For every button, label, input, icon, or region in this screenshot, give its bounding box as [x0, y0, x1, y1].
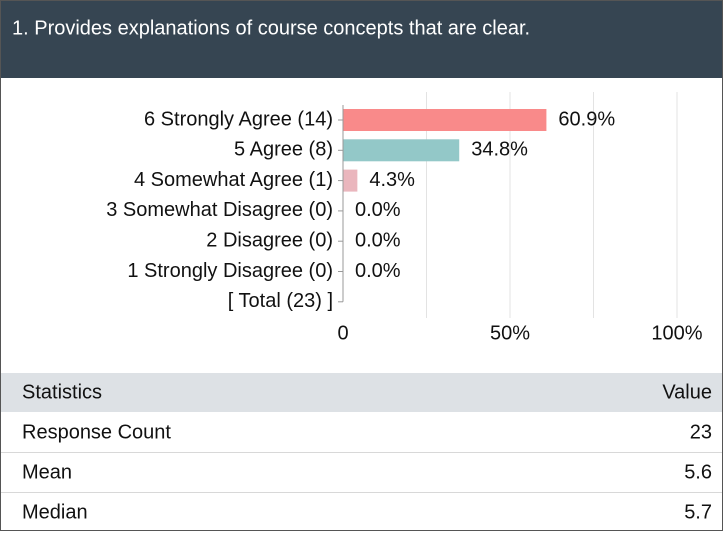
value-label: 0.0% [355, 199, 401, 221]
table-header-cell: Value [662, 381, 712, 403]
table-cell: 5.7 [684, 501, 712, 523]
table-cell: Median [22, 501, 88, 523]
bar [343, 169, 358, 192]
table-cell: 23 [690, 421, 712, 443]
header-bar [0, 0, 723, 78]
y-tick-label: 6 Strongly Agree (14) [144, 108, 333, 130]
bar [343, 139, 460, 162]
table-header-cell: Statistics [22, 381, 102, 403]
table-cell: Response Count [22, 421, 171, 443]
y-tick-label: 4 Somewhat Agree (1) [134, 169, 333, 191]
total-label: [ Total (23) ] [228, 290, 333, 312]
value-label: 0.0% [355, 229, 401, 251]
y-tick-label: 3 Somewhat Disagree (0) [106, 199, 333, 221]
table-cell: 5.6 [684, 461, 712, 483]
x-tick-label: 100% [651, 322, 702, 344]
y-tick-label: 5 Agree (8) [234, 139, 333, 161]
value-label: 60.9% [558, 108, 615, 130]
table-header [0, 373, 723, 412]
value-label: 34.8% [471, 139, 528, 161]
table-body: Response Count 23 Mean 5.6 Median 5.7 [0, 421, 723, 523]
value-label: 0.0% [355, 260, 401, 282]
x-tick-label: 0 [337, 322, 348, 344]
header-title: 1. Provides explanations of course conce… [12, 17, 530, 39]
y-tick-label: 1 Strongly Disagree (0) [127, 260, 333, 282]
bar [343, 109, 547, 131]
value-label: 4.3% [369, 169, 415, 191]
table-cell: Mean [22, 461, 72, 483]
x-tick-label: 50% [490, 322, 530, 344]
chart: 0 50% 100% 6 Strongly Agree (14) 60.9% 5 Agre… [106, 92, 703, 344]
y-tick-label: 2 Disagree (0) [206, 229, 333, 251]
